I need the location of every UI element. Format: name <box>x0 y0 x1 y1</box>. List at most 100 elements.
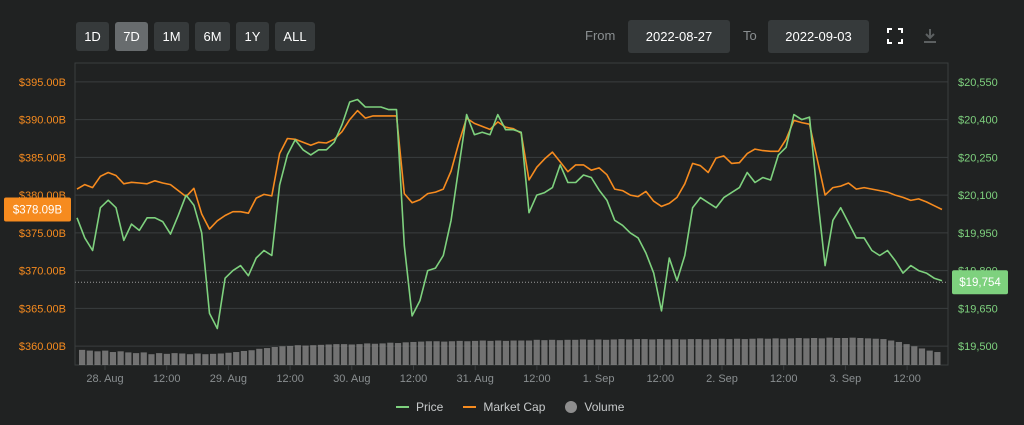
volume-bar <box>757 338 764 365</box>
range-button-1y[interactable]: 1Y <box>236 22 269 51</box>
to-date-input[interactable]: 2022-09-03 <box>768 20 869 53</box>
volume-bar <box>471 340 479 365</box>
range-button-1m[interactable]: 1M <box>154 22 189 51</box>
legend-label-price: Price <box>416 400 444 414</box>
volume-bar <box>518 340 525 365</box>
volume-bar <box>240 350 248 365</box>
volume-bar <box>179 353 186 365</box>
x-tick-label: 3. Sep <box>829 373 861 385</box>
volume-bar <box>217 353 224 365</box>
price-current-badge <box>952 270 1008 295</box>
plot-border <box>74 62 949 366</box>
current-value-badges: $378.09B $19,754 <box>4 197 1008 295</box>
market-cap-line <box>76 109 943 230</box>
volume-bar <box>117 351 124 365</box>
range-button-1d[interactable]: 1D <box>76 22 109 51</box>
volume-bar <box>880 339 887 365</box>
volume-bar <box>132 353 140 365</box>
volume-bar <box>857 338 864 365</box>
volume-bar <box>564 339 571 365</box>
volume-bar <box>86 350 93 365</box>
volume-bar <box>425 341 432 365</box>
volume-bar <box>495 340 502 365</box>
volume-bar <box>803 338 810 365</box>
volume-bar <box>456 340 463 365</box>
volume-bar <box>749 338 756 365</box>
volume-bar <box>279 346 286 365</box>
volume-bar <box>487 340 494 365</box>
y-left-tick-label: $375.00B <box>19 228 66 240</box>
legend-label-market-cap: Market Cap <box>483 400 546 414</box>
from-date-input[interactable]: 2022-08-27 <box>628 20 730 53</box>
volume-bar <box>834 338 841 365</box>
volume-bar <box>649 339 656 365</box>
volume-bar <box>387 342 394 365</box>
y-left-tick-label: $370.00B <box>19 266 66 278</box>
volume-bar <box>94 351 101 365</box>
price-line <box>76 98 943 330</box>
volume-bar <box>764 338 771 365</box>
volume-bar <box>163 353 170 365</box>
y-left-tick-label: $360.00B <box>19 341 66 353</box>
to-label: To <box>743 28 757 43</box>
download-icon[interactable] <box>921 27 939 45</box>
volume-bar <box>525 340 533 365</box>
market-cap-current-badge <box>4 197 71 222</box>
legend-item-market-cap[interactable]: Market Cap <box>463 400 545 414</box>
volume-bar <box>271 347 278 365</box>
volume-bar <box>533 339 540 365</box>
x-tick-label: 12:00 <box>770 373 798 385</box>
volume-bar <box>656 339 664 365</box>
volume-bar <box>156 353 163 365</box>
volume-bar <box>572 339 579 365</box>
fullscreen-icon[interactable] <box>886 27 904 45</box>
volume-bar <box>302 345 309 365</box>
volume-bar <box>895 341 902 365</box>
volume-bar <box>934 352 941 365</box>
volume-bar <box>402 342 409 365</box>
volume-bar <box>741 339 748 365</box>
volume-bar <box>340 344 348 365</box>
volume-bar <box>502 340 509 365</box>
volume-bar <box>394 343 402 365</box>
price-swatch <box>396 406 409 408</box>
y-right-tick-label: $20,250 <box>958 152 998 164</box>
volume-bar <box>818 338 825 365</box>
x-tick-label: 12:00 <box>153 373 181 385</box>
legend-item-price[interactable]: Price <box>396 400 443 414</box>
x-tick-label: 30. Aug <box>333 373 370 385</box>
range-button-6m[interactable]: 6M <box>195 22 230 51</box>
volume-bar <box>633 339 640 365</box>
volume-bar <box>510 340 517 365</box>
volume-bar <box>448 341 456 365</box>
volume-bar <box>356 344 363 365</box>
volume-bar <box>872 338 879 365</box>
x-tick-label: 12:00 <box>276 373 304 385</box>
legend-item-volume[interactable]: Volume <box>565 400 624 414</box>
volume-bar <box>903 344 910 365</box>
volume-bar <box>595 339 602 365</box>
volume-bar <box>202 354 209 365</box>
volume-bar <box>333 344 340 365</box>
volume-bar <box>772 338 779 365</box>
y-right-tick-label: $19,500 <box>958 341 998 353</box>
volume-bar <box>371 343 379 365</box>
from-label: From <box>585 28 616 43</box>
x-tick-label: 28. Aug <box>86 373 123 385</box>
volume-bar <box>710 339 718 365</box>
volume-bar <box>348 344 355 365</box>
volume-bar <box>317 344 325 365</box>
volume-bar <box>626 339 633 365</box>
range-button-7d[interactable]: 7D <box>115 22 148 51</box>
volume-bar <box>194 353 201 365</box>
range-button-all[interactable]: ALL <box>275 22 315 51</box>
volume-bar <box>811 338 818 365</box>
volume-bar <box>864 338 872 365</box>
volume-bar <box>148 354 155 365</box>
volume-bar <box>379 343 386 365</box>
volume-bar <box>888 340 895 365</box>
volume-bar <box>695 339 702 365</box>
y-right-tick-label: $20,400 <box>958 115 998 127</box>
volume-bar <box>171 353 178 365</box>
volume-bar <box>541 340 548 365</box>
